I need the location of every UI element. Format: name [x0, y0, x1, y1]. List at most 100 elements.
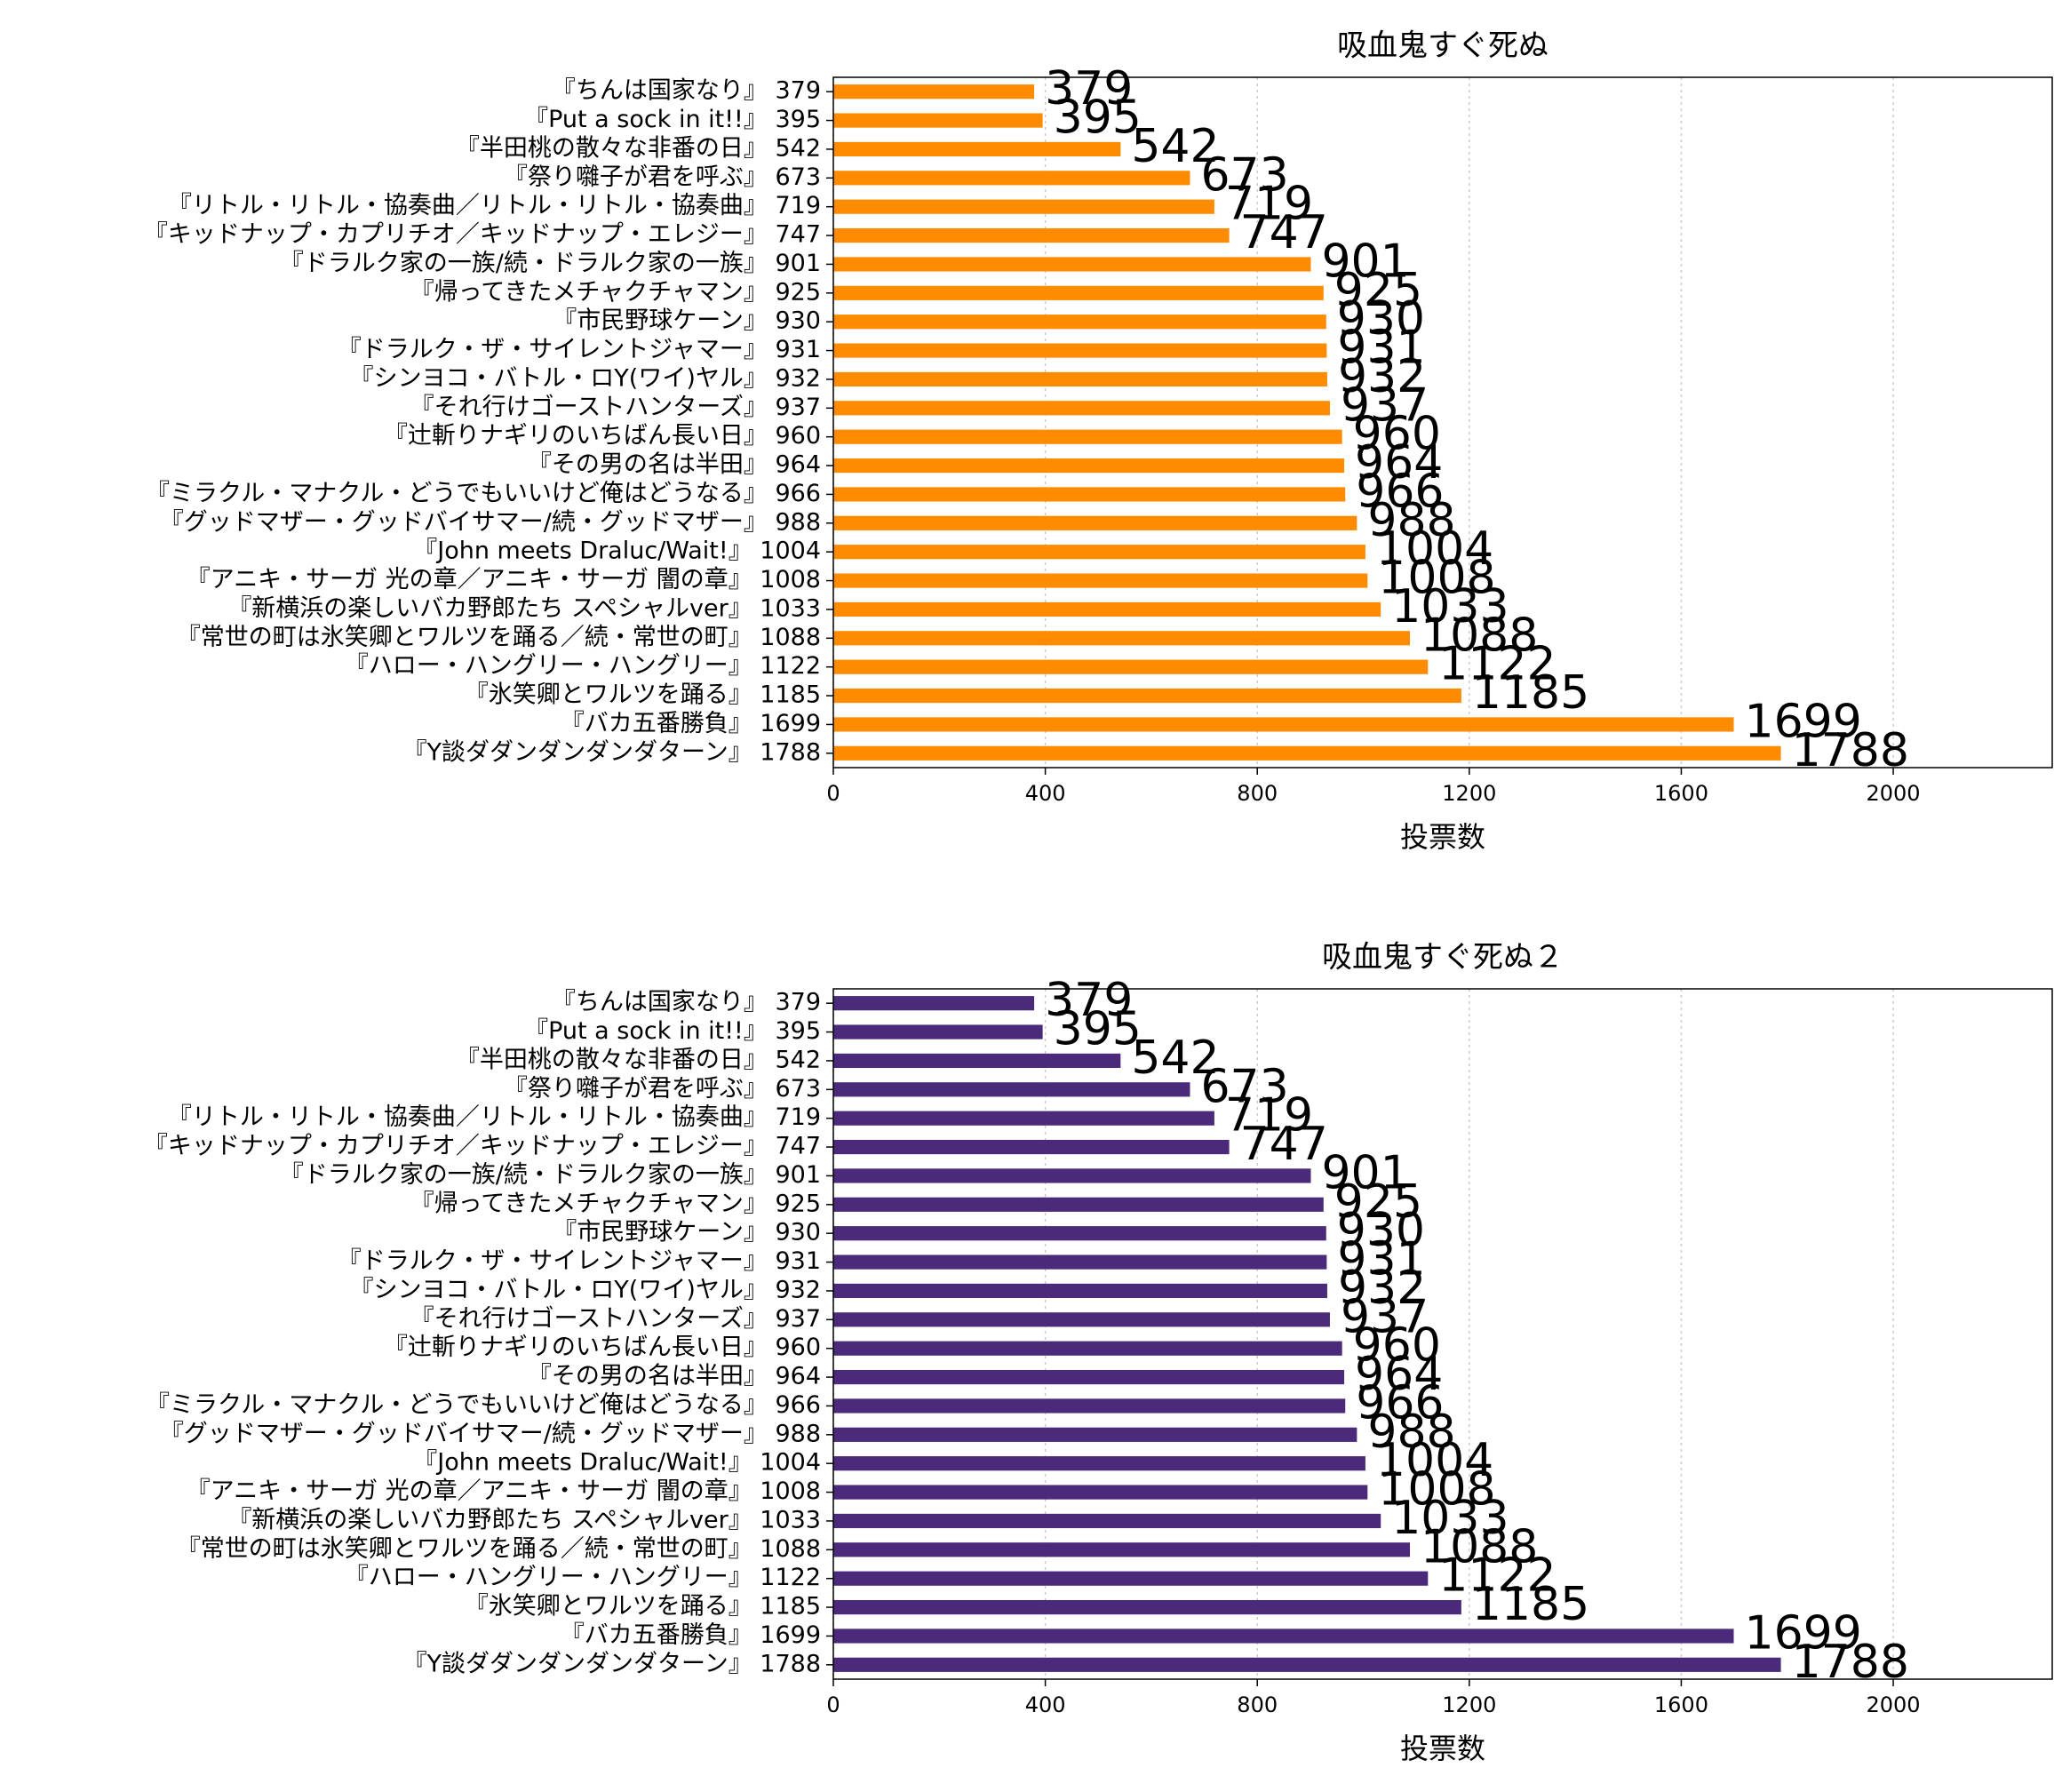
- bar: [833, 1341, 1342, 1356]
- value-label: 673: [1200, 1060, 1288, 1113]
- bar: [833, 1053, 1121, 1069]
- y-tick-label: 『帰ってきたメチャクチャマン』 925: [410, 278, 821, 306]
- bar: [833, 1082, 1190, 1097]
- bar: [833, 1283, 1327, 1299]
- bar: [833, 601, 1381, 617]
- value-label: 1004: [1376, 1434, 1493, 1487]
- bar: [833, 1398, 1346, 1414]
- bar: [833, 257, 1311, 272]
- x-tick-label: 800: [1237, 1692, 1278, 1717]
- y-tick-label: 『バカ五番勝負』 1699: [561, 1621, 821, 1649]
- value-label: 937: [1341, 378, 1429, 432]
- x-tick-label: 2000: [1867, 1692, 1921, 1717]
- value-label: 966: [1356, 1376, 1444, 1430]
- value-label: 1004: [1376, 522, 1493, 576]
- value-label: 931: [1337, 322, 1425, 375]
- bar: [833, 487, 1346, 502]
- x-tick-label: 1200: [1442, 781, 1496, 806]
- bar: [833, 1571, 1429, 1586]
- bar: [833, 458, 1345, 474]
- y-tick-label: 『シンヨコ・バトル・ロY(ワイ)ヤル』 932: [350, 364, 822, 392]
- bar: [833, 659, 1429, 674]
- y-tick-label: 『ハロー・ハングリー・ハングリー』 1122: [345, 652, 821, 680]
- bar: [833, 343, 1327, 358]
- y-tick-label: 『リトル・リトル・協奏曲／リトル・リトル・協奏曲』 719: [168, 192, 821, 219]
- y-tick-label: 『リトル・リトル・協奏曲／リトル・リトル・協奏曲』 719: [168, 1103, 821, 1131]
- x-tick-label: 1600: [1654, 781, 1708, 806]
- value-label: 937: [1341, 1290, 1429, 1343]
- value-label: 960: [1353, 408, 1441, 461]
- value-label: 1033: [1391, 1492, 1509, 1545]
- bar: [833, 1369, 1345, 1385]
- bar: [833, 996, 1035, 1011]
- value-label: 966: [1356, 465, 1444, 518]
- bar: [833, 515, 1357, 530]
- y-tick-label: 『シンヨコ・バトル・ロY(ワイ)ヤル』 932: [350, 1276, 822, 1303]
- y-tick-label: 『ちんは国家なり』 379: [552, 77, 821, 105]
- y-tick-label: 『ドラルク・ザ・サイレントジャマー』 931: [338, 1247, 821, 1275]
- y-tick-label: 『Y談ダダンダンダンダターン』 1788: [403, 738, 821, 766]
- value-label: 1088: [1421, 1520, 1538, 1573]
- bar: [833, 1024, 1043, 1039]
- value-label: 1122: [1438, 638, 1556, 691]
- value-label: 1185: [1472, 666, 1589, 720]
- x-tick-label: 2000: [1867, 781, 1921, 806]
- bar: [833, 1427, 1357, 1442]
- bar: [833, 1513, 1381, 1529]
- y-tick-label: 『アニキ・サーガ 光の章／アニキ・サーガ 闇の章』 1008: [187, 1477, 821, 1505]
- y-tick-label: 『氷笑卿とワルツを踊る』 1185: [465, 681, 821, 709]
- y-tick-label: 『それ行けゴーストハンターズ』 937: [410, 1305, 821, 1333]
- y-tick-label: 『祭り囃子が君を呼ぶ』 673: [504, 163, 821, 191]
- x-tick-label: 400: [1025, 781, 1066, 806]
- y-tick-label: 『John meets Draluc/Wait!』 1004: [413, 538, 821, 565]
- value-label: 395: [1054, 1003, 1142, 1056]
- bar: [833, 371, 1327, 387]
- y-tick-label: 『それ行けゴーストハンターズ』 937: [410, 394, 821, 421]
- x-tick-label: 0: [826, 1692, 840, 1717]
- bar: [833, 401, 1330, 416]
- y-tick-label: 『新横浜の楽しいバカ野郎たち スペシャルver』 1033: [227, 594, 821, 622]
- y-tick-label: 『アニキ・サーガ 光の章／アニキ・サーガ 闇の章』 1008: [187, 566, 821, 593]
- y-tick-label: 『キッドナップ・カプリチオ／キッドナップ・エレジー』 747: [144, 221, 821, 249]
- bar: [833, 1456, 1365, 1471]
- value-label: 747: [1240, 1118, 1328, 1171]
- value-label: 542: [1131, 120, 1219, 173]
- y-tick-label: 『グッドマザー・グッドバイサマー/続・グッドマザー』 988: [160, 1420, 821, 1447]
- value-label: 931: [1337, 1233, 1425, 1286]
- value-label: 673: [1200, 148, 1288, 202]
- value-label: 988: [1367, 1406, 1455, 1459]
- value-label: 964: [1355, 1348, 1443, 1401]
- bar: [833, 573, 1368, 588]
- y-tick-label: 『ミラクル・マナクル・どうでもいいけど俺はどうなる』 966: [146, 480, 821, 507]
- bar: [833, 285, 1324, 300]
- y-tick-label: 『キッドナップ・カプリチオ／キッドナップ・エレジー』 747: [144, 1133, 821, 1160]
- bar: [833, 113, 1043, 128]
- bar: [833, 1111, 1214, 1126]
- value-label: 901: [1321, 1146, 1409, 1199]
- value-label: 719: [1225, 1089, 1313, 1143]
- y-tick-label: 『常世の町は氷笑卿とワルツを踊る／続・常世の町』 1088: [177, 624, 821, 651]
- bar: [833, 227, 1230, 243]
- x-tick-label: 400: [1025, 1692, 1066, 1717]
- value-label: 379: [1045, 62, 1133, 115]
- bar: [833, 545, 1365, 560]
- y-tick-label: 『辻斬りナギリのいちばん長い日』 960: [384, 1334, 821, 1361]
- y-tick-label: 『氷笑卿とワルツを踊る』 1185: [465, 1593, 821, 1621]
- y-tick-label: 『新横浜の楽しいバカ野郎たち スペシャルver』 1033: [227, 1506, 821, 1533]
- value-label: 719: [1225, 178, 1313, 231]
- bar: [833, 1312, 1330, 1327]
- y-tick-label: 『Put a sock in it!!』 395: [524, 106, 821, 133]
- y-tick-label: 『その男の名は半田』 964: [528, 451, 821, 479]
- y-tick-label: 『市民野球ケーン』 930: [553, 307, 821, 335]
- x-axis-label: 投票数: [1400, 1732, 1485, 1765]
- value-label: 1008: [1378, 1463, 1495, 1517]
- y-tick-label: 『Put a sock in it!!』 395: [524, 1017, 821, 1045]
- value-label: 932: [1338, 350, 1426, 403]
- bar: [833, 1657, 1781, 1672]
- bar: [833, 1254, 1327, 1270]
- value-label: 930: [1337, 292, 1425, 346]
- bar: [833, 1542, 1411, 1557]
- bar: [833, 84, 1035, 100]
- y-tick-label: 『ハロー・ハングリー・ハングリー』 1122: [345, 1564, 821, 1591]
- y-tick-label: 『辻斬りナギリのいちばん長い日』 960: [384, 422, 821, 450]
